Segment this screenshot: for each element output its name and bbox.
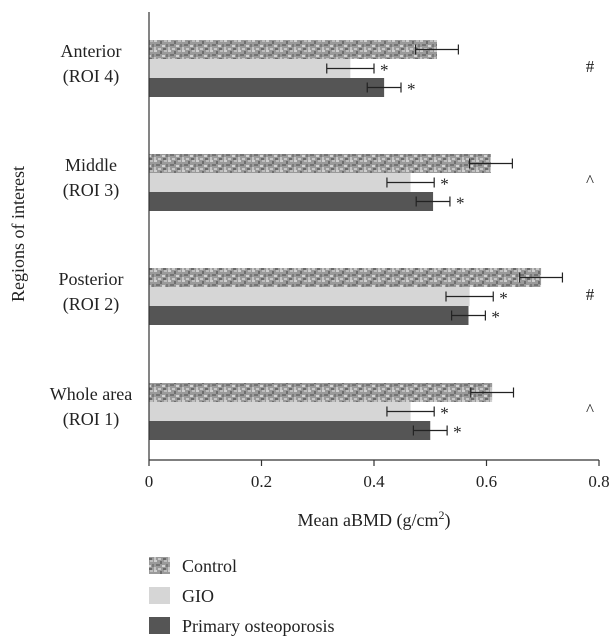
x-tick-label: 0.6 [476,472,497,491]
significance-marker: * [440,175,449,194]
x-axis-title-superscript: 2 [438,508,444,522]
x-axis-title: Mean aBMD (g/cm2) [298,508,451,531]
bar [149,383,493,402]
x-axis-title-main: Mean aBMD (g/cm [298,510,439,531]
group-annotation: # [586,285,595,304]
category-label: Anterior [61,41,122,61]
group-annotation: ^ [586,171,594,190]
x-tick-label: 0 [145,472,154,491]
category-label-roi: (ROI 3) [63,180,120,201]
bar [149,78,385,97]
legend-label: GIO [182,586,214,606]
significance-marker: * [453,423,462,442]
category-label-roi: (ROI 2) [63,294,120,315]
category-label: Middle [65,155,117,175]
legend-swatch [149,617,170,634]
x-tick-label: 0.8 [588,472,609,491]
x-tick-label: 0.4 [363,472,385,491]
significance-marker: * [456,194,465,213]
bar [149,306,469,325]
legend: Control GIO Primary osteoporosis [149,556,335,636]
bar [149,421,431,440]
significance-marker: * [440,404,449,423]
legend-swatch [149,587,170,604]
bar [149,192,434,211]
legend-swatch [149,557,170,574]
bar [149,59,351,78]
bar [149,268,542,287]
error-bars-layer [326,44,564,436]
bar [149,40,437,59]
category-label: Posterior [59,269,124,289]
bar [149,402,411,421]
y-axis-title: Regions of interest [8,166,28,302]
bar [149,154,491,173]
category-label-roi: (ROI 1) [63,409,120,430]
category-labels-layer: Anterior (ROI 4) Middle (ROI 3) Posterior (RO… [50,41,132,430]
significance-marker: * [380,61,389,80]
x-ticks-layer: 0 0.2 0.4 0.6 0.8 [145,460,610,491]
category-label: Whole area [50,384,132,404]
group-annotation: ^ [586,400,594,419]
category-label-roi: (ROI 4) [63,66,120,87]
bar [149,173,411,192]
bars-layer [149,40,542,440]
significance-marker: * [491,308,500,327]
group-annotation: # [586,57,595,76]
significance-marker: * [407,80,416,99]
x-tick-label: 0.2 [251,472,272,491]
significance-marker: * [499,289,508,308]
x-axis-title-suffix: ) [444,510,450,531]
significance-markers-layer: **#**^**#**^ [380,57,595,442]
bar [149,287,470,306]
legend-label: Control [182,556,237,576]
legend-label: Primary osteoporosis [182,616,335,636]
